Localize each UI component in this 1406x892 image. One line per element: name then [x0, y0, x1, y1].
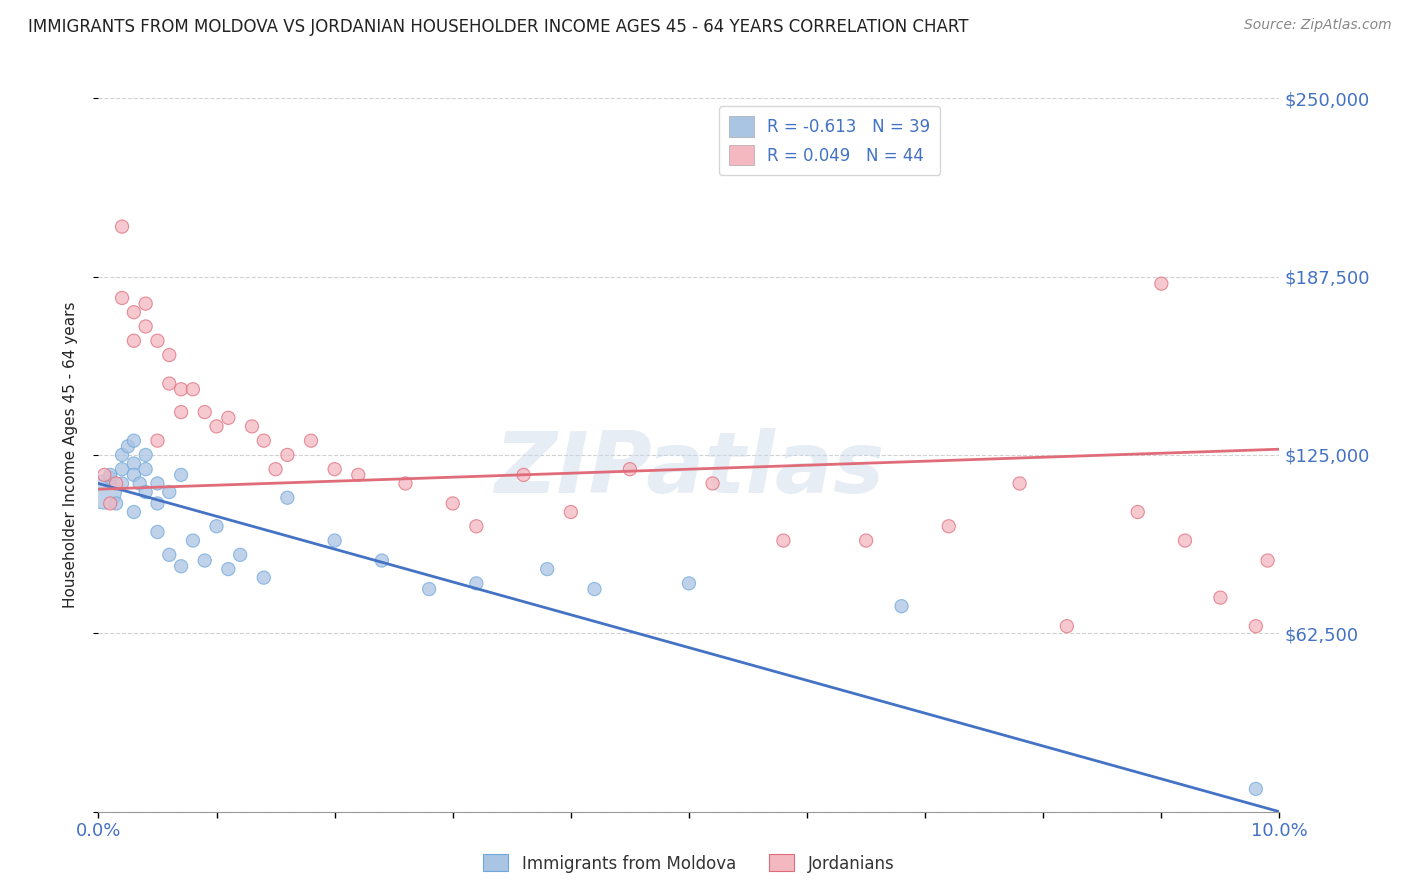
Point: [146, 334, 169, 348]
Point: [512, 467, 534, 482]
Point: [135, 296, 157, 310]
Point: [1257, 553, 1279, 567]
Point: [1174, 533, 1197, 548]
Point: [146, 496, 169, 510]
Point: [135, 319, 157, 334]
Point: [105, 496, 128, 510]
Point: [135, 462, 157, 476]
Text: IMMIGRANTS FROM MOLDOVA VS JORDANIAN HOUSEHOLDER INCOME AGES 45 - 64 YEARS CORRE: IMMIGRANTS FROM MOLDOVA VS JORDANIAN HOU…: [28, 18, 969, 36]
Point: [229, 548, 252, 562]
Point: [890, 599, 912, 614]
Point: [194, 405, 217, 419]
Point: [135, 485, 157, 500]
Point: [105, 476, 128, 491]
Point: [371, 553, 394, 567]
Point: [170, 559, 193, 574]
Point: [1244, 781, 1267, 796]
Point: [1056, 619, 1078, 633]
Point: [536, 562, 558, 576]
Legend: R = -0.613   N = 39, R = 0.049   N = 44: R = -0.613 N = 39, R = 0.049 N = 44: [718, 106, 941, 176]
Point: [157, 376, 180, 391]
Point: [181, 382, 204, 396]
Point: [323, 462, 346, 476]
Point: [93, 485, 115, 500]
Point: [194, 553, 217, 567]
Point: [1150, 277, 1173, 291]
Y-axis label: Householder Income Ages 45 - 64 years: Householder Income Ages 45 - 64 years: [63, 301, 77, 608]
Point: [117, 439, 139, 453]
Point: [583, 582, 606, 596]
Point: [128, 476, 150, 491]
Point: [205, 519, 228, 533]
Point: [181, 533, 204, 548]
Point: [205, 419, 228, 434]
Point: [170, 382, 193, 396]
Point: [111, 291, 134, 305]
Point: [146, 524, 169, 539]
Point: [441, 496, 464, 510]
Point: [157, 348, 180, 362]
Point: [465, 519, 488, 533]
Point: [93, 467, 115, 482]
Point: [1209, 591, 1232, 605]
Point: [122, 467, 145, 482]
Point: [146, 476, 169, 491]
Point: [1008, 476, 1031, 491]
Text: Source: ZipAtlas.com: Source: ZipAtlas.com: [1244, 18, 1392, 32]
Point: [240, 419, 263, 434]
Point: [855, 533, 877, 548]
Point: [1244, 619, 1267, 633]
Point: [253, 571, 276, 585]
Point: [347, 467, 370, 482]
Point: [111, 476, 134, 491]
Point: [938, 519, 960, 533]
Point: [157, 485, 180, 500]
Point: [1126, 505, 1149, 519]
Point: [772, 533, 794, 548]
Point: [122, 457, 145, 471]
Point: [135, 448, 157, 462]
Point: [122, 505, 145, 519]
Point: [702, 476, 724, 491]
Point: [170, 467, 193, 482]
Point: [323, 533, 346, 548]
Point: [299, 434, 322, 448]
Point: [122, 434, 145, 448]
Point: [560, 505, 582, 519]
Point: [394, 476, 416, 491]
Point: [264, 462, 287, 476]
Point: [619, 462, 641, 476]
Point: [111, 462, 134, 476]
Point: [253, 434, 276, 448]
Point: [157, 548, 180, 562]
Point: [111, 448, 134, 462]
Point: [111, 219, 134, 234]
Point: [146, 434, 169, 448]
Legend: Immigrants from Moldova, Jordanians: Immigrants from Moldova, Jordanians: [477, 847, 901, 880]
Point: [217, 410, 239, 425]
Point: [465, 576, 488, 591]
Point: [276, 448, 298, 462]
Point: [170, 405, 193, 419]
Point: [98, 467, 121, 482]
Point: [98, 471, 121, 485]
Text: ZIPatlas: ZIPatlas: [494, 427, 884, 511]
Point: [418, 582, 440, 596]
Point: [276, 491, 298, 505]
Point: [122, 334, 145, 348]
Point: [122, 305, 145, 319]
Point: [217, 562, 239, 576]
Point: [678, 576, 700, 591]
Point: [98, 496, 121, 510]
